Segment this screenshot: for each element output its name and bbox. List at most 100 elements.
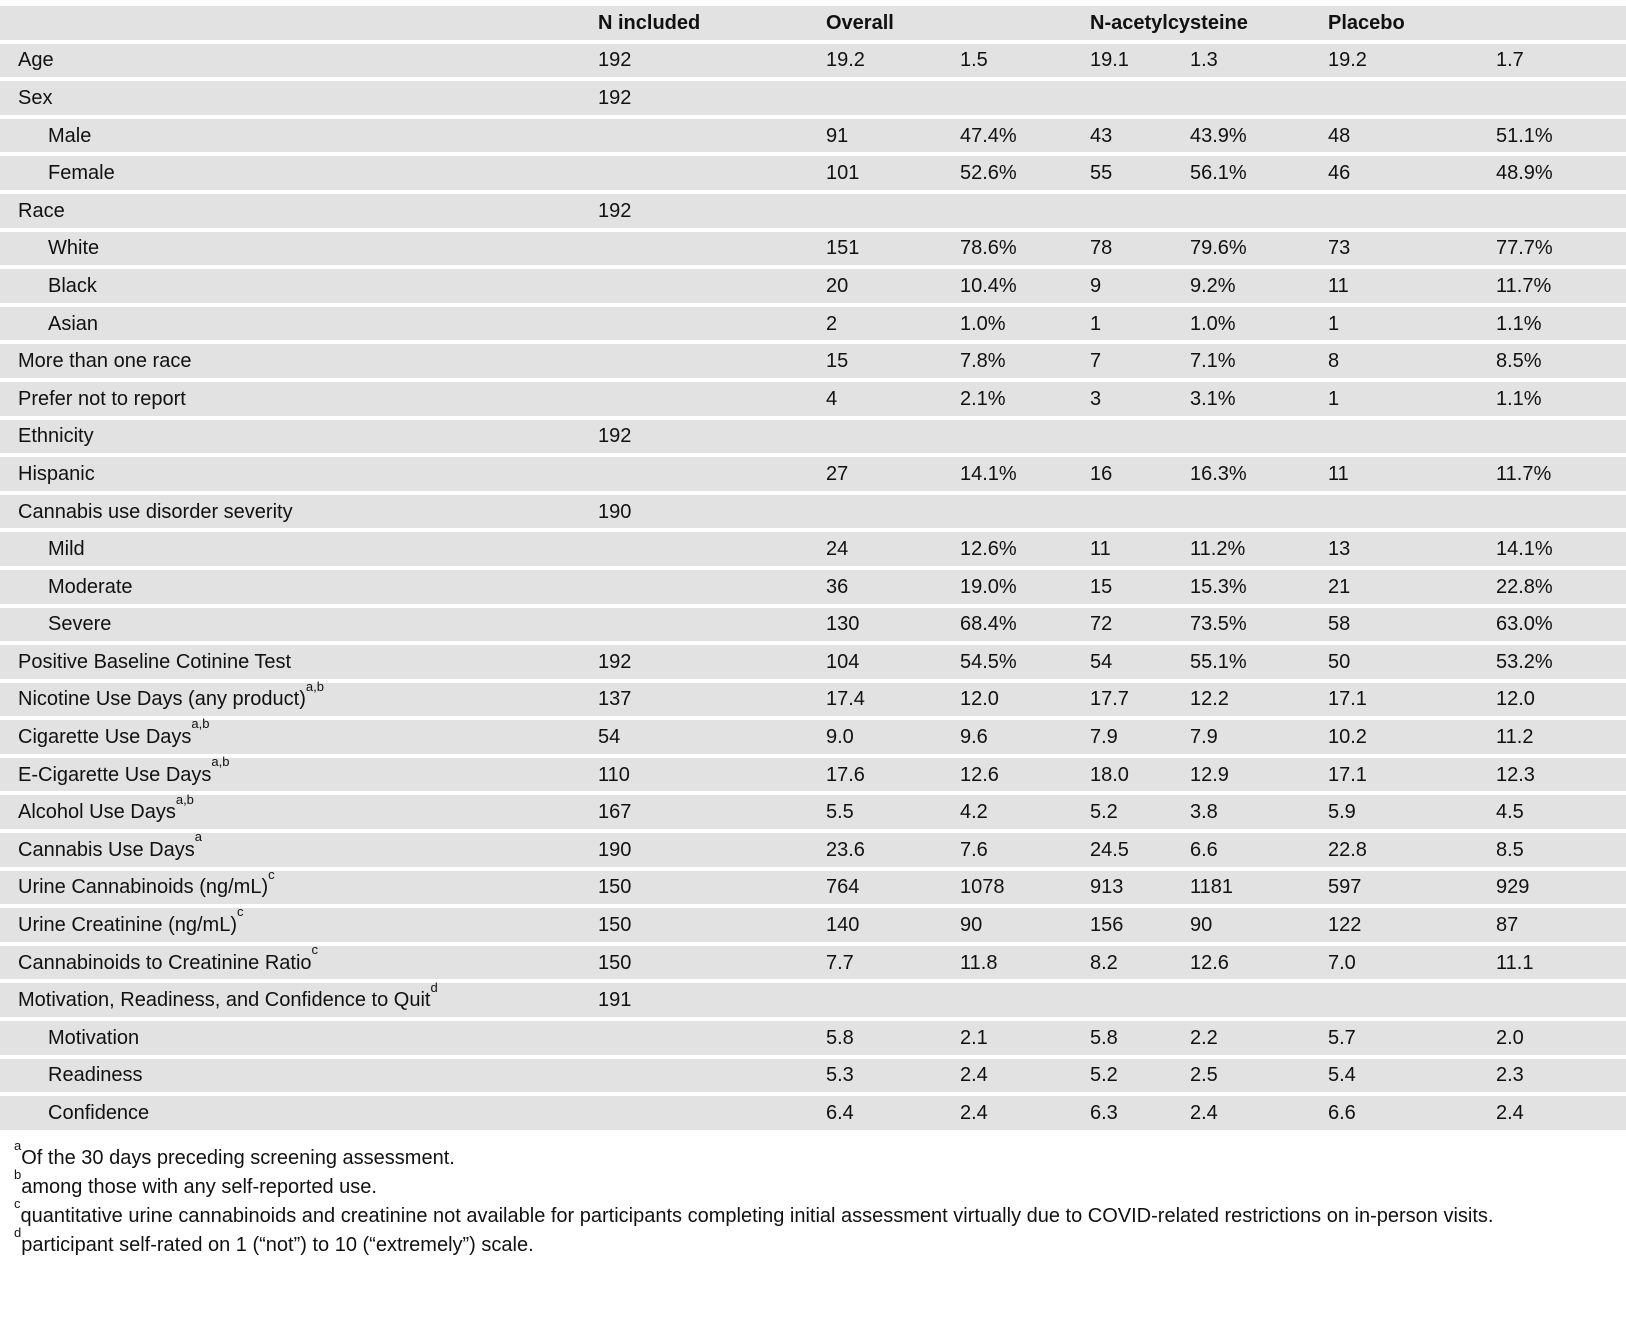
n-included-value: 192 [598,199,632,222]
row-label-text: Cannabis use disorder severity [18,500,293,523]
nac-sd: 15.3% [1190,575,1247,598]
nac-sd: 79.6% [1190,237,1247,260]
table-row: Readiness 5.3 2.4 5.2 2.5 5.4 2.3 [0,1058,1626,1093]
placebo-value: 11 [1328,274,1349,297]
row-label: Black [0,276,598,296]
table-row: Urine Creatinine (ng/mL)c 150 140 90 156 90 12… [0,905,1626,942]
n-included-value: 54 [598,726,621,749]
row-label: Race [0,201,598,221]
nac-sd: 1.0% [1190,312,1236,335]
table-row: Motivation, Readiness, and Confidence to… [0,981,1626,1018]
table-row: Black 20 10.4% 9 9.2% 11 11.7% [0,269,1626,303]
n-included-value: 192 [598,650,632,673]
row-label-text: Ethnicity [18,425,94,448]
table-row: Motivation 5.8 2.1 5.8 2.2 5.7 2.0 [0,1021,1626,1055]
nac-value: 6.3 [1090,1102,1118,1125]
row-label: Confidence [0,1103,598,1123]
nac-value: 7 [1090,350,1102,373]
row-label: Readiness [0,1065,598,1085]
overall-value: 151 [826,237,860,260]
overall-value: 27 [826,462,849,485]
nac-value: 54 [1090,650,1113,673]
nac-sd: 3.8 [1190,801,1218,824]
placebo-sd: 53.2% [1496,650,1553,673]
placebo-value: 1 [1328,312,1340,335]
row-label-text: Race [18,199,65,222]
row-label-text: Readiness [48,1064,143,1087]
placebo-value: 122 [1328,914,1362,937]
row-label: E-Cigarette Use Daysa,b [0,755,598,785]
overall-sd: 68.4% [960,613,1017,636]
placebo-value: 11 [1328,462,1349,485]
row-label-text: Urine Creatinine (ng/mL) [18,914,237,937]
footnote-marker: a [14,1138,22,1154]
row-label: Cannabis Use Daysa [0,830,598,860]
overall-value: 24 [826,538,849,561]
placebo-value: 7.0 [1328,951,1356,974]
footnote-text: participant self-rated on 1 (“not”) to 1… [21,1233,534,1256]
row-label: Severe [0,614,598,634]
overall-value: 20 [826,274,849,297]
nac-sd: 12.9 [1190,763,1229,786]
row-label-text: Female [48,162,115,185]
n-included-value: 191 [598,989,632,1012]
overall-sd: 19.0% [960,575,1017,598]
row-label: Motivation, Readiness, and Confidence to… [0,981,598,1011]
footnote: aOf the 30 days preceding screening asse… [14,1139,1606,1173]
overall-sd: 7.6 [960,838,988,861]
placebo-value: 22.8 [1328,838,1367,861]
table-row: White 151 78.6% 78 79.6% 73 77.7% [0,231,1626,266]
placebo-sd: 14.1% [1496,538,1553,561]
placebo-sd: 11.7% [1496,274,1552,297]
table-row: Race 192 [0,193,1626,228]
placebo-sd: 1.1% [1496,312,1542,335]
row-label: Male [0,126,598,146]
table-row: Cannabis Use Daysa 190 23.6 7.6 24.5 6.6 22.8 8… [0,830,1626,867]
row-label-text: Age [18,49,54,72]
table-row: Hispanic 27 14.1% 16 16.3% 11 11.7% [0,457,1626,491]
placebo-value: 17.1 [1328,763,1367,786]
overall-value: 17.6 [826,763,865,786]
placebo-value: 5.4 [1328,1064,1356,1087]
header-n-included: N included [598,11,701,34]
placebo-sd: 63.0% [1496,613,1553,636]
footnote-text: Of the 30 days preceding screening asses… [21,1146,455,1169]
nac-value: 16 [1090,462,1113,485]
row-label-text: Mild [48,538,85,561]
n-included-value: 110 [598,763,630,786]
table-row: Cannabinoids to Creatinine Ratioc 150 7.7 1… [0,943,1626,980]
placebo-sd: 1.1% [1496,387,1542,410]
overall-value: 764 [826,876,860,899]
row-label: Ethnicity [0,426,598,446]
nac-value: 913 [1090,876,1124,899]
row-label: Hispanic [0,464,598,484]
placebo-value: 50 [1328,650,1351,673]
nac-value: 156 [1090,914,1124,937]
table-row: Mild 24 12.6% 11 11.2% 13 14.1% [0,532,1626,566]
header-n-acetylcysteine: N-acetylcysteine [1090,11,1248,34]
row-label: Urine Cannabinoids (ng/mL)c [0,868,598,898]
placebo-value: 5.7 [1328,1026,1356,1049]
footnote-marker: c [236,904,244,920]
row-label: Prefer not to report [0,389,598,409]
row-label-text: Hispanic [18,462,95,485]
footnote-marker: d [14,1225,22,1241]
row-label-text: Sex [18,86,53,109]
placebo-value: 13 [1328,538,1351,561]
n-included-value: 150 [598,876,632,899]
n-included-value: 137 [598,688,632,711]
n-included-value: 190 [598,500,632,523]
table-header-row: N included Overall N-acetylcysteine Plac… [0,6,1626,40]
placebo-value: 17.1 [1328,688,1367,711]
placebo-sd: 8.5 [1496,838,1524,861]
overall-sd: 2.1 [960,1026,988,1049]
placebo-sd: 87 [1496,914,1519,937]
placebo-value: 73 [1328,237,1351,260]
footnote-marker: d [430,979,438,995]
overall-sd: 1.5 [960,49,988,72]
nac-value: 15 [1090,575,1113,598]
row-label-text: Cannabinoids to Creatinine Ratio [18,951,312,974]
overall-sd: 12.0 [960,688,999,711]
row-label: Moderate [0,577,598,597]
placebo-sd: 22.8% [1496,575,1553,598]
